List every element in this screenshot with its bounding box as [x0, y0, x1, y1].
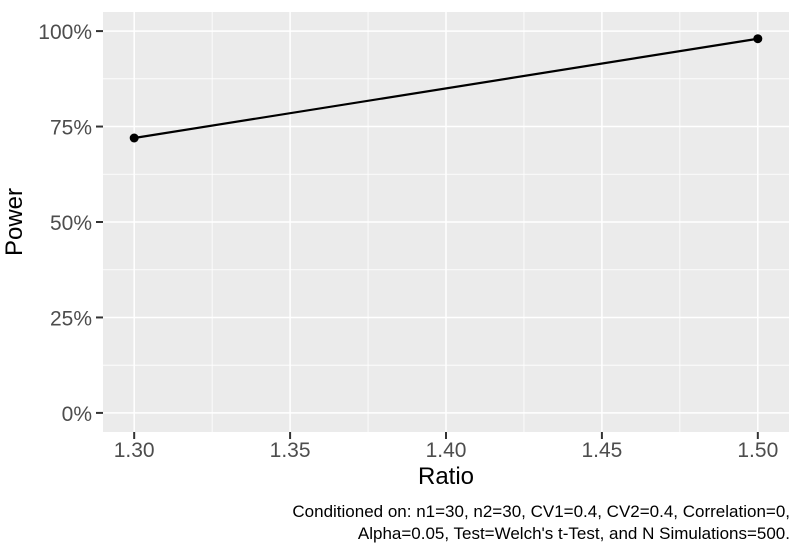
y-tick-labels: 0% 25% 50% 75% 100% — [38, 21, 92, 426]
caption-line-1: Conditioned on: n1=30, n2=30, CV1=0.4, C… — [292, 502, 790, 521]
x-tick-label: 1.35 — [270, 439, 311, 462]
data-point — [129, 133, 139, 143]
x-tick-label: 1.50 — [737, 439, 778, 462]
y-tick-label: 25% — [50, 307, 92, 330]
caption-line-2: Alpha=0.05, Test=Welch's t-Test, and N S… — [357, 524, 790, 543]
x-tick-label: 1.40 — [426, 439, 467, 462]
y-tick-label: 50% — [50, 212, 92, 235]
series-line — [133, 37, 759, 140]
x-tick-label: 1.45 — [581, 439, 622, 462]
x-axis-title: Ratio — [418, 463, 474, 490]
y-tick-label: 75% — [50, 117, 92, 140]
plot-caption: Conditioned on: n1=30, n2=30, CV1=0.4, C… — [292, 501, 790, 545]
x-tick-labels: 1.30 1.35 1.40 1.45 1.50 — [114, 439, 779, 462]
y-axis-ticks — [96, 30, 103, 414]
series-line-group — [133, 37, 759, 140]
y-tick-label: 0% — [62, 403, 92, 426]
x-tick-label: 1.30 — [114, 439, 155, 462]
x-axis-ticks — [133, 432, 759, 439]
y-tick-label: 100% — [38, 21, 92, 44]
data-point — [753, 34, 763, 44]
y-axis-title: Power — [1, 188, 28, 256]
data-points-group — [129, 34, 763, 143]
grid-major — [103, 12, 789, 432]
